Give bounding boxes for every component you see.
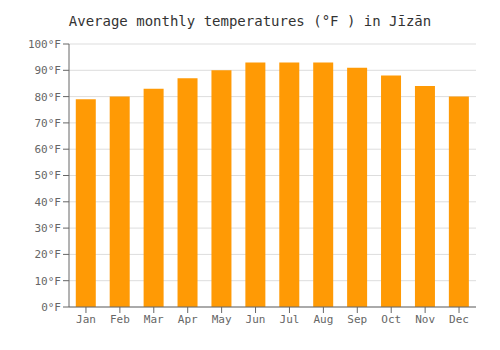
html-text:Average monthly temperatures (: Average monthly temperatures (°F ) in Jī… — [68, 13, 432, 29]
svg-text:90°F: 90°F — [35, 64, 62, 77]
svg-text:20°F: 20°F — [35, 248, 62, 261]
svg-text:Oct: Oct — [381, 313, 401, 326]
svg-text:Nov: Nov — [415, 313, 435, 326]
svg-text:80°F: 80°F — [35, 91, 62, 104]
svg-text:Feb: Feb — [110, 313, 130, 326]
svg-text:Jun: Jun — [246, 313, 266, 326]
svg-text:Mar: Mar — [144, 313, 164, 326]
svg-text:60°F: 60°F — [35, 143, 62, 156]
svg-text:40°F: 40°F — [35, 196, 62, 209]
svg-text:Sep: Sep — [347, 313, 367, 326]
svg-text:Apr: Apr — [178, 313, 198, 326]
svg-text:Dec: Dec — [449, 313, 469, 326]
svg-text:50°F: 50°F — [35, 169, 62, 182]
svg-text:Jan: Jan — [76, 313, 96, 326]
svg-text:10°F: 10°F — [35, 275, 62, 288]
svg-text:30°F: 30°F — [35, 222, 62, 235]
svg-text:0°F: 0°F — [41, 301, 61, 314]
svg-text:70°F: 70°F — [35, 117, 62, 130]
svg-text:100°F: 100°F — [28, 38, 61, 51]
svg-text:May: May — [212, 313, 232, 326]
svg-text:Jul: Jul — [280, 313, 300, 326]
svg-text:Aug: Aug — [313, 313, 333, 326]
